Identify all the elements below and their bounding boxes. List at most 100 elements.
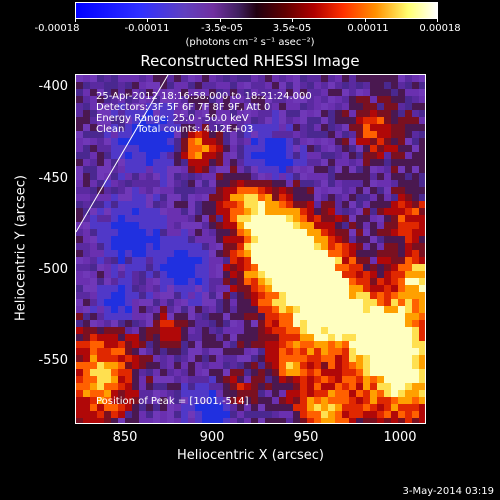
- map-pixel: [160, 404, 167, 411]
- map-pixel: [244, 201, 251, 208]
- map-pixel: [90, 180, 97, 187]
- map-pixel: [419, 194, 425, 201]
- map-pixel: [244, 320, 251, 327]
- map-pixel: [118, 124, 125, 131]
- map-pixel: [377, 222, 384, 229]
- map-pixel: [223, 397, 230, 404]
- map-pixel: [405, 131, 412, 138]
- map-pixel: [363, 194, 370, 201]
- map-pixel: [209, 166, 216, 173]
- map-pixel: [300, 117, 307, 124]
- map-pixel: [146, 320, 153, 327]
- map-pixel: [202, 250, 209, 257]
- map-pixel: [83, 411, 90, 418]
- map-pixel: [405, 376, 412, 383]
- map-pixel: [384, 152, 391, 159]
- map-pixel: [335, 117, 342, 124]
- map-pixel: [111, 299, 118, 306]
- map-pixel: [132, 390, 139, 397]
- map-pixel: [377, 110, 384, 117]
- map-pixel: [181, 411, 188, 418]
- map-pixel: [321, 152, 328, 159]
- map-pixel: [118, 159, 125, 166]
- map-pixel: [188, 166, 195, 173]
- map-pixel: [251, 285, 258, 292]
- map-pixel: [419, 313, 425, 320]
- map-pixel: [174, 411, 181, 418]
- map-pixel: [265, 320, 272, 327]
- map-pixel: [265, 89, 272, 96]
- map-pixel: [286, 75, 293, 82]
- map-pixel: [335, 180, 342, 187]
- map-pixel: [335, 390, 342, 397]
- map-pixel: [160, 166, 167, 173]
- map-pixel: [139, 369, 146, 376]
- map-pixel: [307, 257, 314, 264]
- map-pixel: [132, 166, 139, 173]
- map-pixel: [335, 194, 342, 201]
- map-pixel: [258, 376, 265, 383]
- map-pixel: [349, 257, 356, 264]
- map-pixel: [300, 411, 307, 418]
- map-pixel: [300, 229, 307, 236]
- map-pixel: [104, 411, 111, 418]
- map-pixel: [349, 110, 356, 117]
- map-pixel: [174, 208, 181, 215]
- map-pixel: [195, 383, 202, 390]
- map-pixel: [356, 306, 363, 313]
- map-pixel: [286, 180, 293, 187]
- map-pixel: [356, 180, 363, 187]
- map-pixel: [412, 152, 419, 159]
- map-pixel: [167, 96, 174, 103]
- map-pixel: [377, 201, 384, 208]
- map-pixel: [384, 103, 391, 110]
- map-pixel: [321, 341, 328, 348]
- map-pixel: [377, 138, 384, 145]
- map-pixel: [90, 117, 97, 124]
- map-pixel: [370, 75, 377, 82]
- map-pixel: [223, 82, 230, 89]
- map-pixel: [377, 187, 384, 194]
- map-pixel: [265, 222, 272, 229]
- map-pixel: [97, 145, 104, 152]
- map-pixel: [384, 138, 391, 145]
- map-pixel: [405, 390, 412, 397]
- map-pixel: [104, 404, 111, 411]
- map-pixel: [391, 159, 398, 166]
- map-pixel: [90, 320, 97, 327]
- map-pixel: [139, 313, 146, 320]
- map-pixel: [209, 327, 216, 334]
- map-pixel: [258, 75, 265, 82]
- map-pixel: [223, 131, 230, 138]
- map-pixel: [174, 82, 181, 89]
- map-pixel: [370, 159, 377, 166]
- map-pixel: [209, 397, 216, 404]
- map-pixel: [279, 208, 286, 215]
- map-pixel: [223, 292, 230, 299]
- y-tick-label: -450: [38, 171, 68, 186]
- map-pixel: [300, 194, 307, 201]
- map-pixel: [307, 208, 314, 215]
- map-pixel: [216, 369, 223, 376]
- map-pixel: [377, 341, 384, 348]
- map-pixel: [328, 82, 335, 89]
- map-pixel: [419, 320, 425, 327]
- map-pixel: [279, 131, 286, 138]
- map-pixel: [321, 180, 328, 187]
- map-pixel: [342, 271, 349, 278]
- map-pixel: [90, 173, 97, 180]
- map-pixel: [146, 306, 153, 313]
- map-pixel: [349, 341, 356, 348]
- map-pixel: [202, 397, 209, 404]
- map-pixel: [314, 278, 321, 285]
- map-pixel: [244, 313, 251, 320]
- map-pixel: [363, 341, 370, 348]
- map-pixel: [181, 250, 188, 257]
- map-pixel: [384, 257, 391, 264]
- map-pixel: [412, 138, 419, 145]
- map-pixel: [272, 131, 279, 138]
- map-pixel: [377, 173, 384, 180]
- map-pixel: [384, 327, 391, 334]
- map-pixel: [398, 383, 405, 390]
- map-pixel: [104, 264, 111, 271]
